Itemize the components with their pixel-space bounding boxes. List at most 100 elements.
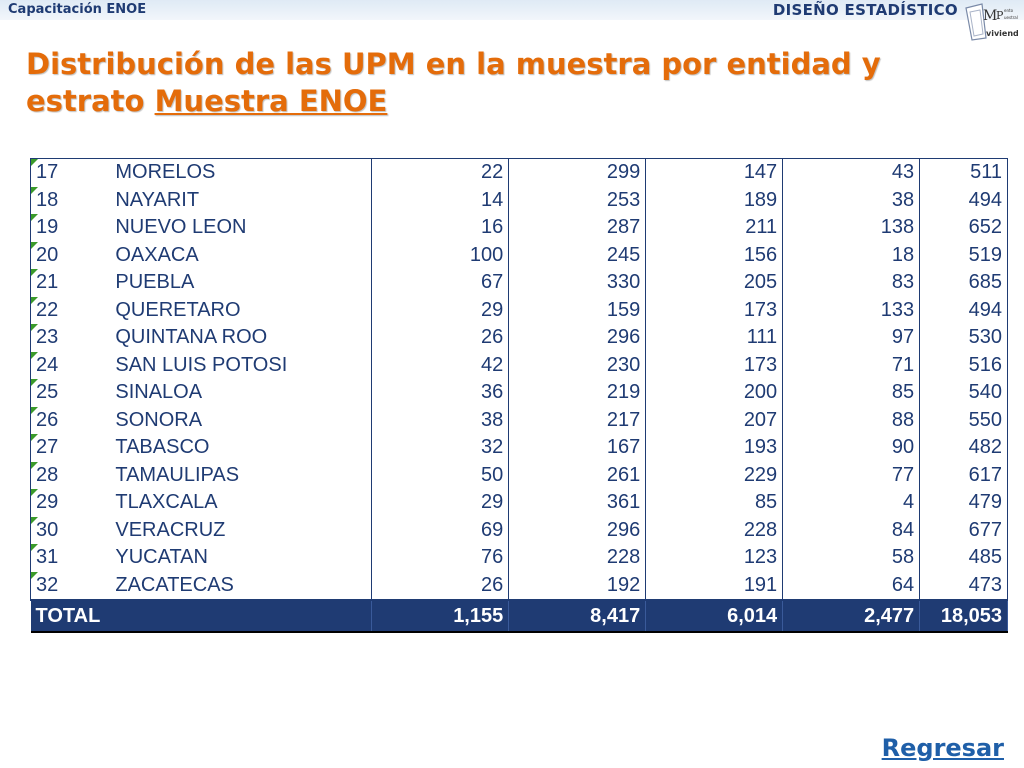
value-cell: 296 [508, 324, 647, 352]
value-cell: 69 [371, 516, 510, 544]
value-cell: 18 [782, 241, 921, 269]
value-cell: 217 [508, 406, 647, 434]
state-name-cell: OAXACA [110, 241, 373, 269]
value-cell: 330 [508, 269, 647, 297]
value-cell: 485 [919, 544, 1008, 572]
svg-text:M: M [983, 8, 997, 24]
value-cell: 211 [645, 214, 784, 242]
value-cell: 230 [508, 351, 647, 379]
value-cell: 516 [919, 351, 1008, 379]
value-cell: 58 [782, 544, 921, 572]
state-name-cell: ZACATECAS [110, 571, 373, 600]
upm-distribution-table: 17 MORELOS 22 299 147 43 511 18 NAYARIT 14 253 189 3… [30, 158, 1008, 633]
value-cell: 100 [371, 241, 510, 269]
value-cell: 88 [782, 406, 921, 434]
state-name-cell: NUEVO LEON [110, 214, 373, 242]
state-name-cell: MORELOS [110, 158, 373, 187]
value-cell: 76 [371, 544, 510, 572]
svg-text:viviendas: viviendas [986, 29, 1018, 38]
value-cell: 133 [782, 296, 921, 324]
table-row: 20 OAXACA 100 245 156 18 519 [30, 241, 1008, 269]
value-cell: 228 [645, 516, 784, 544]
value-cell: 193 [645, 434, 784, 462]
state-name-cell: TAMAULIPAS [110, 461, 373, 489]
value-cell: 42 [371, 351, 510, 379]
value-cell: 261 [508, 461, 647, 489]
title-text: Distribución de las UPM en la muestra po… [26, 47, 881, 118]
state-name-cell: TLAXCALA [110, 489, 373, 517]
table-row: 26 SONORA 38 217 207 88 550 [30, 406, 1008, 434]
table-row: 19 NUEVO LEON 16 287 211 138 652 [30, 214, 1008, 242]
table-row: 27 TABASCO 32 167 193 90 482 [30, 434, 1008, 462]
svg-text:P: P [996, 9, 1004, 22]
value-cell: 245 [508, 241, 647, 269]
table-row: 32 ZACATECAS 26 192 191 64 473 [30, 571, 1008, 600]
value-cell: 296 [508, 516, 647, 544]
state-code-cell: 30 [30, 516, 111, 544]
table-row: 21 PUEBLA 67 330 205 83 685 [30, 269, 1008, 297]
state-code-cell: 22 [30, 296, 111, 324]
state-code-cell: 26 [30, 406, 111, 434]
value-cell: 677 [919, 516, 1008, 544]
value-cell: 191 [645, 571, 784, 600]
table-row: 18 NAYARIT 14 253 189 38 494 [30, 186, 1008, 214]
value-cell: 97 [782, 324, 921, 352]
total-value-cell: 1,155 [371, 599, 510, 633]
value-cell: 173 [645, 296, 784, 324]
svg-text:uestral en: uestral en [1004, 15, 1018, 20]
value-cell: 29 [371, 489, 510, 517]
state-code-cell: 21 [30, 269, 111, 297]
value-cell: 229 [645, 461, 784, 489]
value-cell: 85 [782, 379, 921, 407]
state-code-cell: 29 [30, 489, 111, 517]
table-row: 23 QUINTANA ROO 26 296 111 97 530 [30, 324, 1008, 352]
value-cell: 85 [645, 489, 784, 517]
svg-text:ento: ento [1004, 8, 1014, 13]
value-cell: 64 [782, 571, 921, 600]
state-code-cell: 24 [30, 351, 111, 379]
total-label: TOTAL [30, 599, 373, 633]
state-name-cell: VERACRUZ [110, 516, 373, 544]
value-cell: 16 [371, 214, 510, 242]
value-cell: 90 [782, 434, 921, 462]
value-cell: 511 [919, 158, 1008, 187]
value-cell: 77 [782, 461, 921, 489]
value-cell: 84 [782, 516, 921, 544]
state-name-cell: TABASCO [110, 434, 373, 462]
state-code-cell: 20 [30, 241, 111, 269]
value-cell: 299 [508, 158, 647, 187]
state-code-cell: 31 [30, 544, 111, 572]
table-row: 30 VERACRUZ 69 296 228 84 677 [30, 516, 1008, 544]
table-row: 28 TAMAULIPAS 50 261 229 77 617 [30, 461, 1008, 489]
value-cell: 189 [645, 186, 784, 214]
total-row: TOTAL 1,155 8,417 6,014 2,477 18,053 [30, 599, 1008, 633]
value-cell: 22 [371, 158, 510, 187]
value-cell: 36 [371, 379, 510, 407]
value-cell: 685 [919, 269, 1008, 297]
back-link[interactable]: Regresar [881, 734, 1004, 762]
state-name-cell: SINALOA [110, 379, 373, 407]
value-cell: 123 [645, 544, 784, 572]
value-cell: 205 [645, 269, 784, 297]
value-cell: 494 [919, 186, 1008, 214]
state-name-cell: YUCATAN [110, 544, 373, 572]
section-label: DISEÑO ESTADÍSTICO [772, 1, 958, 19]
value-cell: 530 [919, 324, 1008, 352]
value-cell: 111 [645, 324, 784, 352]
value-cell: 167 [508, 434, 647, 462]
value-cell: 361 [508, 489, 647, 517]
value-cell: 67 [371, 269, 510, 297]
value-cell: 207 [645, 406, 784, 434]
value-cell: 287 [508, 214, 647, 242]
value-cell: 479 [919, 489, 1008, 517]
value-cell: 200 [645, 379, 784, 407]
value-cell: 50 [371, 461, 510, 489]
value-cell: 482 [919, 434, 1008, 462]
state-code-cell: 19 [30, 214, 111, 242]
table-row: 17 MORELOS 22 299 147 43 511 [30, 158, 1008, 187]
value-cell: 147 [645, 158, 784, 187]
value-cell: 159 [508, 296, 647, 324]
state-code-cell: 17 [30, 158, 111, 187]
table-row: 25 SINALOA 36 219 200 85 540 [30, 379, 1008, 407]
value-cell: 253 [508, 186, 647, 214]
